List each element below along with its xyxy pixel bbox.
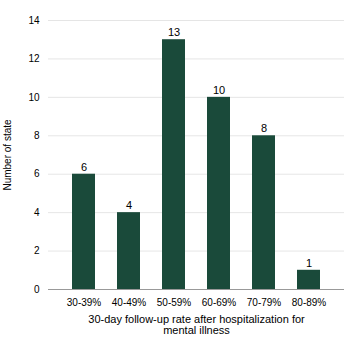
svg-text:10: 10 (28, 92, 40, 103)
svg-text:80-89%: 80-89% (292, 297, 327, 308)
svg-text:6: 6 (81, 161, 87, 173)
svg-text:40-49%: 40-49% (112, 297, 147, 308)
svg-text:70-79%: 70-79% (247, 297, 282, 308)
svg-text:2: 2 (34, 245, 40, 256)
svg-text:60-69%: 60-69% (202, 297, 237, 308)
svg-text:10: 10 (213, 84, 225, 96)
svg-text:1: 1 (306, 257, 312, 269)
svg-text:30-day follow-up rate after ho: 30-day follow-up rate after hospitalizat… (88, 313, 305, 336)
svg-text:50-59%: 50-59% (157, 297, 192, 308)
svg-text:13: 13 (168, 26, 180, 38)
svg-text:8: 8 (261, 122, 267, 134)
svg-text:0: 0 (34, 284, 40, 295)
svg-text:14: 14 (28, 15, 40, 26)
svg-text:30-39%: 30-39% (67, 297, 102, 308)
svg-text:4: 4 (34, 207, 40, 218)
svg-text:12: 12 (28, 53, 40, 64)
svg-text:8: 8 (34, 130, 40, 141)
svg-text:6: 6 (34, 168, 40, 179)
svg-text:Number of state: Number of state (2, 119, 13, 191)
svg-text:4: 4 (126, 199, 132, 211)
